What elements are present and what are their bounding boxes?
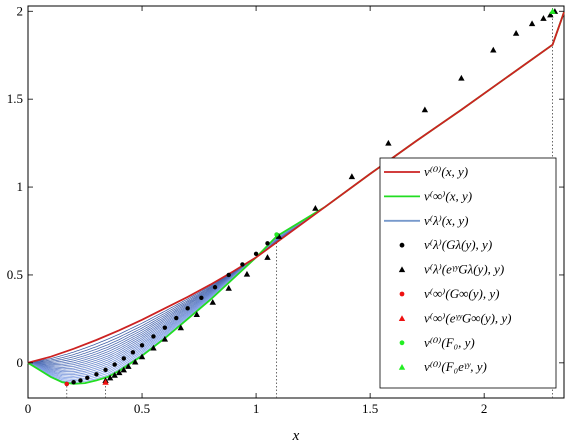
y-ticks: 0 0.5 1 1.5 2 bbox=[7, 3, 564, 370]
eg-lambda-triangle bbox=[209, 298, 216, 305]
legend-label: v⁽λ⁾(Gλ(y), y) bbox=[424, 237, 492, 252]
legend-label: v⁽∞⁾(x, y) bbox=[424, 188, 472, 203]
eg-lambda-triangle bbox=[111, 371, 118, 378]
legend-label: v⁽⁰⁾(F₀, y) bbox=[424, 335, 475, 350]
g-lambda-dot bbox=[162, 325, 168, 330]
g-inf-dot bbox=[64, 381, 69, 387]
g-lambda-dot bbox=[185, 306, 190, 311]
eg-lambda-triangle bbox=[150, 344, 157, 351]
g-lambda-dot bbox=[265, 241, 270, 246]
y-tick-label: 1.5 bbox=[7, 91, 23, 106]
eg-lambda-triangle bbox=[120, 366, 127, 373]
legend-dot-swatch bbox=[399, 340, 405, 346]
eg-lambda-triangle bbox=[512, 30, 520, 36]
g-lambda-dot bbox=[199, 295, 204, 301]
g-lambda-dot bbox=[130, 350, 136, 355]
eg-lambda-triangle bbox=[138, 353, 146, 360]
g-lambda-dot bbox=[151, 334, 156, 339]
legend-label: v⁽λ⁾(x, y) bbox=[424, 213, 468, 228]
eg-lambda-triangle bbox=[116, 369, 123, 376]
x-tick-label: 0 bbox=[25, 401, 32, 416]
eg-lambda-triangle bbox=[177, 324, 185, 331]
legend-triangle-swatch bbox=[398, 364, 406, 370]
eg-lambda-triangle bbox=[528, 20, 536, 27]
x-tick-label: 1.5 bbox=[362, 401, 378, 416]
eg-lambda-triangle bbox=[161, 335, 169, 342]
g-lambda-dot bbox=[85, 375, 90, 380]
g-lambda-dot bbox=[112, 362, 117, 367]
eg-lambda-triangle bbox=[225, 284, 232, 291]
legend-triangle-swatch bbox=[398, 266, 406, 273]
eg-lambda-triangle bbox=[125, 363, 132, 369]
markers bbox=[64, 8, 559, 387]
g-lambda-dot bbox=[174, 315, 179, 321]
legend-label: v⁽λ⁾(eᵞʸGλ(y), y) bbox=[424, 262, 504, 277]
y-tick-label: 1 bbox=[17, 179, 24, 194]
legend-label: v⁽⁰⁾(F₀eᵞʸ, y) bbox=[424, 359, 487, 374]
legend: v⁽⁰⁾(x, y) v⁽∞⁾(x, y) v⁽λ⁾(x, y) v⁽λ⁾(Gλ(y)… bbox=[379, 157, 557, 389]
eg-inf-triangle bbox=[102, 378, 109, 385]
eg-lambda-triangle bbox=[132, 358, 139, 365]
g-lambda-dot bbox=[212, 285, 218, 290]
g-lambda-dot bbox=[94, 372, 99, 377]
x-ticks: 0 0.5 1 1.5 2 bbox=[25, 6, 488, 416]
g-lambda-dot bbox=[253, 251, 259, 257]
x-tick-label: 0.5 bbox=[134, 401, 150, 416]
eg-lambda-triangle bbox=[193, 311, 200, 318]
g-lambda-dot bbox=[103, 367, 108, 373]
eg-lambda-triangle bbox=[348, 173, 356, 180]
eg-lambda-triangle bbox=[243, 270, 251, 277]
eg-lambda-triangle bbox=[458, 74, 465, 81]
eg-lambda-triangle bbox=[106, 374, 114, 381]
eg-lambda-triangle bbox=[275, 233, 283, 239]
x-tick-label: 1 bbox=[253, 401, 260, 416]
f0-triangle bbox=[549, 8, 556, 14]
g-lambda-dot bbox=[139, 343, 145, 348]
eg-lambda-triangle bbox=[547, 11, 554, 18]
eg-lambda-triangle bbox=[385, 139, 392, 146]
eg-lambda-triangle bbox=[540, 15, 547, 21]
eg-lambda-triangle bbox=[264, 254, 271, 260]
eg-lambda-triangle bbox=[421, 106, 429, 113]
eg-lambda-triangle bbox=[312, 204, 319, 211]
g-lambda-dot bbox=[240, 262, 245, 267]
legend-label: v⁽∞⁾(eᵞʸG∞(y), y) bbox=[424, 310, 512, 325]
legend-label: v⁽⁰⁾(x, y) bbox=[424, 164, 468, 179]
main-curves bbox=[27, 11, 565, 385]
f0-dot bbox=[274, 232, 279, 237]
g-lambda-dot bbox=[226, 272, 231, 278]
legend-dot-swatch bbox=[399, 291, 405, 297]
legend-triangle-swatch bbox=[398, 315, 406, 321]
y-tick-label: 0.5 bbox=[7, 267, 23, 282]
x-tick-label: 2 bbox=[481, 401, 488, 416]
g-lambda-dot bbox=[78, 378, 83, 383]
legend-label: v⁽∞⁾(G∞(y), y) bbox=[424, 286, 499, 301]
v0-curve bbox=[27, 11, 565, 364]
g-lambda-dot bbox=[121, 356, 126, 361]
y-tick-label: 0 bbox=[17, 355, 24, 370]
x-axis-label: x bbox=[292, 428, 300, 444]
legend-dot-swatch bbox=[399, 242, 405, 248]
y-tick-label: 2 bbox=[17, 3, 24, 18]
eg-lambda-triangle bbox=[490, 46, 497, 53]
g-lambda-dot bbox=[71, 379, 76, 385]
